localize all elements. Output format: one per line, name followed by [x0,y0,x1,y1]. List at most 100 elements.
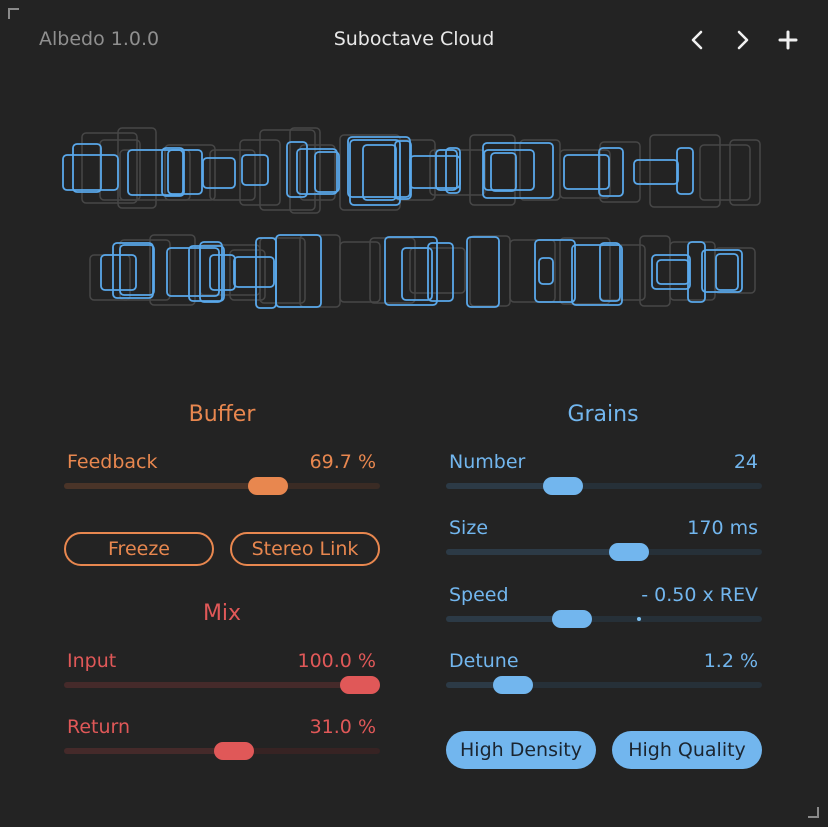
return-slider[interactable] [64,741,380,761]
slider-fill [446,483,563,489]
grain-box [715,253,739,291]
speed-slider[interactable] [446,609,762,629]
grain-box [559,237,611,305]
grain-box [534,239,576,303]
high-quality-button[interactable]: High Quality [612,731,762,769]
grain-box [369,237,416,304]
grain-box [119,149,191,201]
grain-box [112,242,154,299]
grain-box [687,241,706,303]
grain-box [394,140,412,200]
slider-center-marker [637,617,641,621]
grain-box [127,149,184,196]
high-density-button[interactable]: High Density [446,731,596,769]
previous-preset-button[interactable] [682,24,712,56]
input-value: 100.0 % [297,650,377,672]
grain-box [255,237,277,309]
slider-fill [446,682,513,688]
slider-thumb[interactable] [542,477,583,495]
grain-box [299,144,336,201]
slider-fill [64,682,360,688]
number-slider[interactable] [446,476,762,496]
detune-label: Detune [449,650,519,672]
slider-fill [446,549,629,555]
grain-box [199,241,223,303]
freeze-button[interactable]: Freeze [64,532,214,566]
slider-thumb[interactable] [608,543,649,561]
grain-box [701,249,743,293]
slider-thumb[interactable] [340,676,380,694]
grains-section-title: Grains [567,402,639,427]
size-label: Size [449,517,489,539]
grain-box [229,249,266,301]
grain-box [563,154,610,190]
grain-box [188,245,225,302]
size-slider[interactable] [446,542,762,562]
grain-box [99,139,141,201]
grain-box [209,149,256,201]
grain-box [651,254,691,290]
grain-box [233,256,275,288]
feedback-value: 69.7 % [309,451,376,473]
grain-box [166,247,220,297]
speed-label: Speed [449,584,509,606]
slider-thumb[interactable] [214,742,255,760]
grain-box [167,149,203,195]
grain-visualizer [62,127,761,309]
grain-box [259,237,306,304]
slider-fill [64,748,235,754]
grain-box [714,247,756,294]
grain-box [401,247,433,301]
grain-box [119,239,171,301]
grain-box [571,244,623,306]
grain-box [559,149,611,199]
slider-thumb[interactable] [248,477,289,495]
resize-handle[interactable] [808,807,819,818]
slider-fill [64,483,269,489]
grain-box [149,234,196,306]
slider-track [446,682,762,688]
grain-box [599,242,621,302]
feedback-slider[interactable] [64,476,380,496]
add-preset-button[interactable] [773,24,803,56]
next-preset-button[interactable] [728,24,758,56]
slider-thumb[interactable] [492,676,533,694]
grain-box [649,134,721,208]
resize-corner-top-left [8,8,19,19]
grain-box [289,127,321,214]
slider-fill [446,616,573,622]
grain-box [469,134,516,206]
number-label: Number [449,451,526,473]
grain-box [445,147,461,194]
slider-thumb[interactable] [552,610,593,628]
buffer-section-title: Buffer [188,402,256,427]
grain-box [538,257,554,285]
grain-box [633,159,679,185]
grain-box [362,144,397,201]
grain-box [482,142,554,199]
grain-box [519,139,561,201]
grain-box [202,157,236,189]
grain-box [314,151,340,193]
stereo-link-button[interactable]: Stereo Link [230,532,380,566]
preset-name[interactable]: Suboctave Cloud [333,28,495,50]
chevron-right-icon [737,30,749,50]
grain-box [81,132,138,204]
slider-track [446,483,762,489]
grain-box [209,254,236,291]
speed-value: - 0.50 x REV [641,584,758,606]
return-label: Return [67,716,131,738]
grain-box [656,259,690,285]
number-value: 24 [733,451,758,473]
version-label: Albedo 1.0.0 [39,28,160,50]
grain-box [161,147,185,197]
grain-box [469,235,511,307]
grain-box [286,141,308,198]
grain-box [490,152,517,192]
detune-slider[interactable] [446,675,762,695]
grain-box [72,143,102,193]
grain-box [676,147,694,195]
grain-box [427,242,454,302]
input-slider[interactable] [64,675,380,695]
grain-box [509,239,556,303]
